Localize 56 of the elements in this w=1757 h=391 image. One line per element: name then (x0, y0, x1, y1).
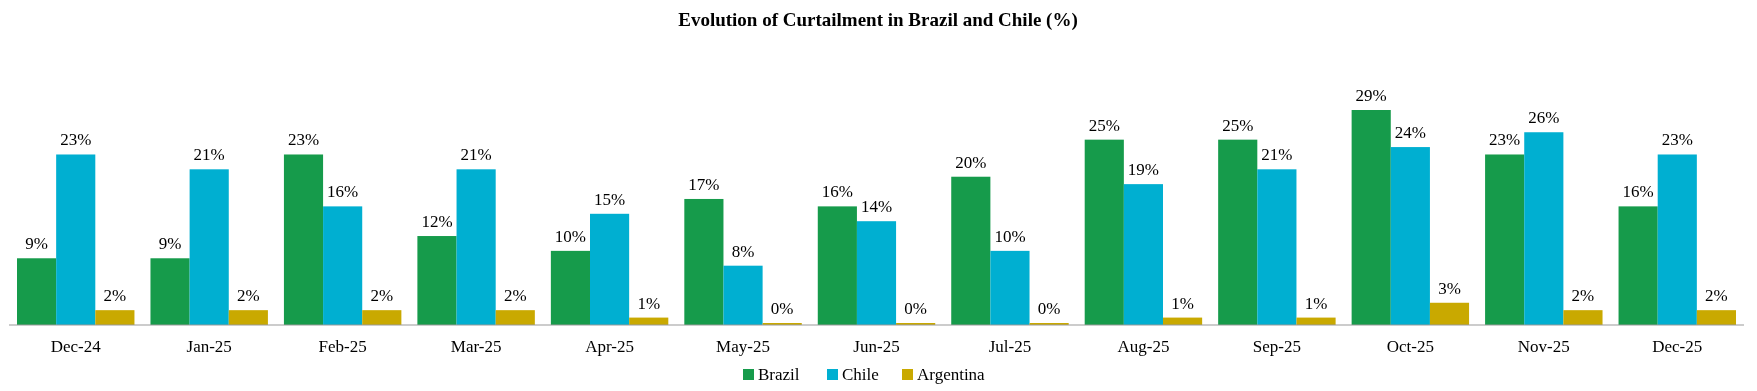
legend-label: Brazil (758, 365, 800, 384)
x-tick-label: Dec-24 (50, 337, 102, 356)
data-label: 21% (1261, 145, 1293, 165)
x-tick-label: Oct-25 (1386, 337, 1434, 356)
data-label: 25% (1222, 115, 1254, 135)
x-tick-label: May-25 (716, 337, 770, 356)
data-label: 10% (554, 226, 587, 246)
data-label: 0% (904, 299, 927, 318)
data-label: 10% (994, 226, 1026, 246)
x-tick-label: Jul-25 (988, 337, 1032, 356)
data-label: 23% (1661, 130, 1693, 150)
data-label: 0% (770, 299, 794, 318)
x-tick-label: Apr-25 (585, 337, 634, 356)
x-tick-label: Mar-25 (450, 337, 502, 356)
data-label: 17% (688, 174, 720, 194)
data-label: 29% (1355, 86, 1387, 105)
data-label: 3% (1438, 278, 1461, 298)
data-label: 26% (1528, 108, 1560, 128)
data-label: 8% (731, 241, 755, 261)
legend-label: Chile (842, 365, 879, 384)
x-tick-label: Dec-25 (1652, 337, 1703, 356)
data-label: 0% (1037, 299, 1061, 318)
data-label: 23% (287, 130, 320, 150)
data-label: 16% (821, 182, 853, 202)
x-tick-label: Feb-25 (318, 337, 367, 356)
data-label: 12% (421, 212, 453, 232)
x-tick-label: Aug-25 (1117, 337, 1170, 356)
data-label: 2% (503, 286, 527, 306)
data-label: 9% (25, 234, 48, 254)
data-label: 1% (1304, 293, 1328, 313)
data-label: 1% (637, 293, 661, 313)
legend-label: Argentina (917, 365, 986, 384)
data-label: 20% (955, 152, 987, 172)
data-label: 2% (1571, 286, 1595, 306)
x-tick-label: Sep-25 (1252, 337, 1301, 356)
x-tick-label: Jun-25 (853, 337, 900, 356)
data-label: 15% (593, 189, 626, 209)
data-label: 25% (1088, 115, 1120, 135)
data-label: 19% (1127, 160, 1160, 180)
data-label: 2% (103, 286, 127, 306)
data-label: 23% (60, 130, 92, 150)
data-label: 2% (237, 286, 260, 306)
data-label: 21% (193, 145, 225, 165)
x-tick-label: Jan-25 (186, 337, 232, 356)
data-label: 24% (1394, 123, 1426, 143)
data-label: 1% (1171, 293, 1194, 313)
data-label: 21% (460, 145, 492, 165)
data-label: 9% (158, 234, 182, 254)
data-label: 14% (860, 197, 893, 217)
data-label: 16% (327, 182, 359, 202)
chart-title: Evolution of Curtailment in Brazil and Chile (%) (678, 9, 1078, 31)
data-label: 2% (370, 286, 394, 306)
data-label: 23% (1489, 130, 1521, 150)
data-label: 16% (1622, 182, 1654, 202)
data-label: 2% (1705, 286, 1728, 306)
x-tick-label: Nov-25 (1517, 337, 1570, 356)
